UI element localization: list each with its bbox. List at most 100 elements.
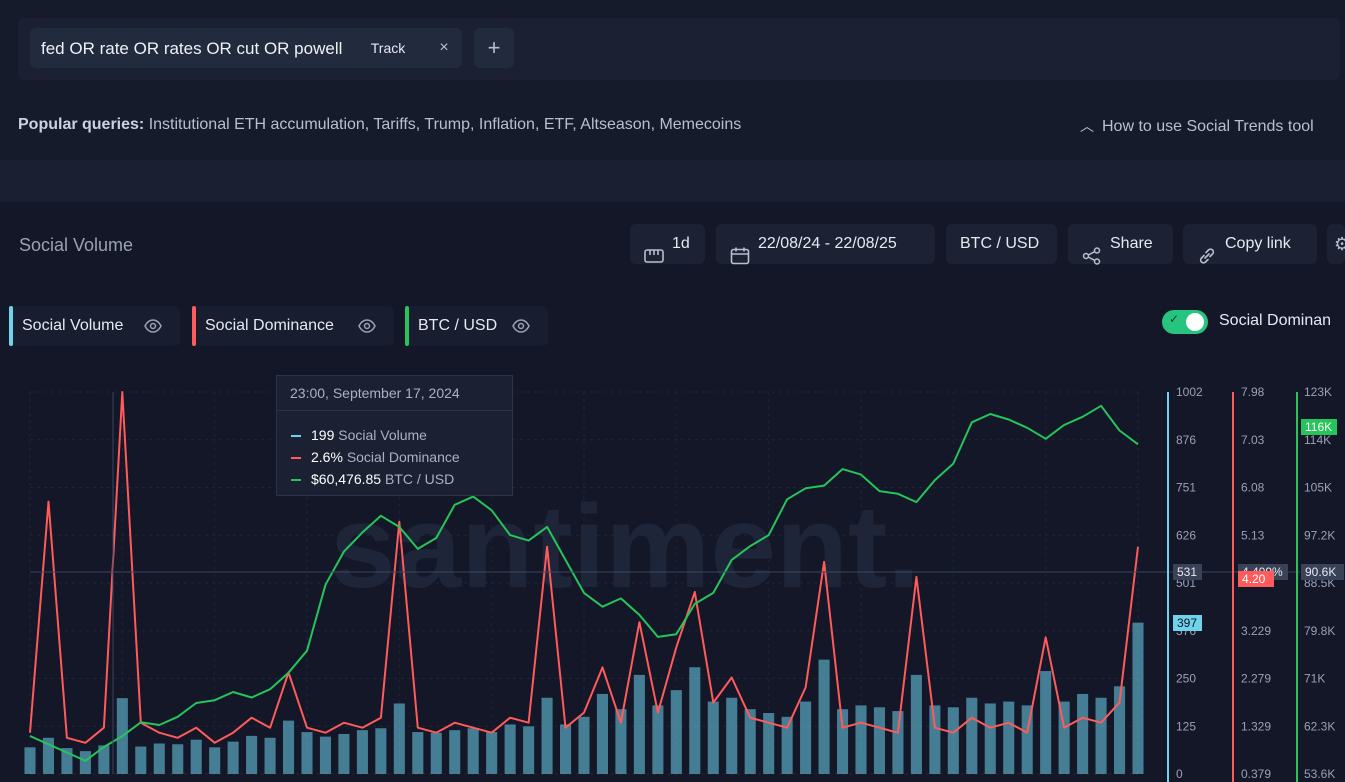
- tooltip-value: $60,476.85: [311, 471, 382, 487]
- social-volume-bar[interactable]: [966, 697, 978, 774]
- social-volume-bar[interactable]: [246, 735, 258, 774]
- social-volume-bar[interactable]: [1021, 705, 1033, 774]
- social-volume-bar[interactable]: [818, 659, 830, 774]
- social-volume-bar[interactable]: [596, 693, 609, 774]
- social-volume-bar[interactable]: [98, 745, 110, 774]
- social-volume-bar[interactable]: [984, 703, 996, 774]
- social-volume-bar[interactable]: [781, 716, 793, 774]
- eye-icon[interactable]: [144, 317, 162, 335]
- toggle-knob: [1186, 313, 1204, 331]
- eye-icon[interactable]: [512, 317, 530, 335]
- social-volume-bar[interactable]: [338, 733, 350, 774]
- legend-item-social-dominance[interactable]: Social Dominance: [192, 306, 394, 346]
- social-volume-bar[interactable]: [855, 705, 867, 774]
- social-volume-bar[interactable]: [449, 730, 461, 774]
- social-volume-bar[interactable]: [707, 701, 719, 774]
- track-button[interactable]: Track: [370, 40, 406, 56]
- social-volume-bar[interactable]: [1058, 701, 1070, 774]
- axis-tick-label: 53.6K: [1304, 767, 1335, 781]
- social-volume-bar[interactable]: [24, 747, 36, 774]
- social-volume-bar[interactable]: [209, 747, 221, 774]
- social-volume-bar[interactable]: [412, 732, 424, 774]
- social-volume-bar[interactable]: [172, 744, 184, 774]
- social-volume-bar[interactable]: [1095, 697, 1107, 774]
- social-volume-bar[interactable]: [467, 728, 479, 774]
- social-volume-bar[interactable]: [504, 724, 516, 774]
- legend-item-social-volume[interactable]: Social Volume: [9, 306, 180, 346]
- social-volume-bar[interactable]: [153, 743, 165, 774]
- social-volume-bar[interactable]: [744, 709, 756, 774]
- social-volume-bar[interactable]: [42, 737, 55, 774]
- share-icon: [1082, 236, 1102, 265]
- social-volume-bar[interactable]: [652, 705, 664, 774]
- query-text[interactable]: fed OR rate OR rates OR cut OR powell: [41, 39, 343, 58]
- legend-item-btc-usd[interactable]: BTC / USD: [405, 306, 548, 346]
- social-volume-bar[interactable]: [1077, 693, 1089, 774]
- interval-button[interactable]: 1d: [630, 224, 705, 264]
- chart-canvas[interactable]: santiment.100287675162650137625012505317…: [0, 372, 1345, 782]
- close-icon[interactable]: ×: [439, 39, 449, 56]
- social-volume-bar[interactable]: [79, 751, 91, 774]
- social-volume-bar[interactable]: [1003, 701, 1015, 774]
- how-to-link[interactable]: ︿ How to use Social Trends tool: [1080, 116, 1314, 136]
- social-volume-bar[interactable]: [1132, 622, 1144, 774]
- social-volume-bar[interactable]: [873, 707, 886, 774]
- social-volume-bar[interactable]: [356, 730, 368, 774]
- social-volume-bar[interactable]: [726, 697, 738, 774]
- social-volume-bar[interactable]: [486, 732, 498, 774]
- social-volume-bar[interactable]: [559, 724, 572, 774]
- tooltip-value: 2.6%: [311, 449, 343, 465]
- social-volume-bar[interactable]: [892, 711, 904, 774]
- axis-tick-label: 3.229: [1241, 624, 1271, 638]
- social-volume-bar[interactable]: [190, 739, 202, 774]
- pair-button[interactable]: BTC / USD: [946, 224, 1057, 264]
- social-volume-bar[interactable]: [689, 667, 701, 774]
- add-query-button[interactable]: +: [474, 28, 514, 68]
- legend-color-bar: [192, 306, 196, 346]
- social-volume-bar[interactable]: [375, 728, 387, 774]
- btc-usd-line[interactable]: [29, 404, 1139, 762]
- tooltip-dash: [291, 479, 301, 482]
- social-volume-bar[interactable]: [1113, 686, 1126, 774]
- social-volume-bar[interactable]: [541, 697, 553, 774]
- social-volume-bar[interactable]: [615, 709, 627, 774]
- crosshair-axis-badge: [1173, 564, 1202, 580]
- toggle-switch[interactable]: ✓: [1162, 310, 1208, 334]
- social-volume-bar[interactable]: [135, 746, 147, 774]
- social-volume-bar[interactable]: [670, 690, 682, 774]
- axis-tick-label: 626: [1176, 528, 1196, 542]
- social-volume-bar[interactable]: [227, 741, 239, 774]
- social-volume-bar[interactable]: [393, 703, 405, 774]
- axis-tick-label: 62.3K: [1304, 719, 1335, 733]
- eye-icon[interactable]: [358, 317, 376, 335]
- chart-panel: Social Volume 1d 22/08/24 - 22/08/25 BTC…: [0, 202, 1345, 782]
- social-volume-bar[interactable]: [836, 709, 849, 774]
- social-volume-bar[interactable]: [947, 707, 959, 774]
- social-volume-bar[interactable]: [523, 726, 535, 774]
- social-volume-bar[interactable]: [61, 748, 73, 774]
- social-volume-bar[interactable]: [319, 736, 332, 774]
- date-range-button[interactable]: 22/08/24 - 22/08/25: [716, 224, 935, 264]
- query-chip[interactable]: fed OR rate OR rates OR cut OR powell Tr…: [30, 28, 462, 68]
- social-dominance-line[interactable]: [29, 391, 1139, 744]
- social-volume-bar[interactable]: [800, 701, 812, 774]
- tooltip-value: 199: [311, 427, 335, 443]
- social-volume-bar[interactable]: [633, 674, 645, 774]
- social-volume-bar[interactable]: [1040, 671, 1052, 774]
- social-volume-bar[interactable]: [763, 713, 775, 774]
- social-volume-bar[interactable]: [578, 716, 590, 774]
- social-volume-bar[interactable]: [264, 737, 276, 774]
- social-volume-bar[interactable]: [910, 674, 922, 774]
- settings-button[interactable]: ⚙: [1327, 224, 1345, 264]
- social-volume-bar[interactable]: [430, 732, 442, 774]
- axis-tick-label: 114K: [1304, 433, 1331, 447]
- chart-tooltip: 23:00, September 17, 2024 199 Social Vol…: [276, 375, 513, 496]
- social-volume-bar[interactable]: [282, 720, 295, 774]
- share-button[interactable]: Share: [1068, 224, 1173, 265]
- social-volume-bar[interactable]: [929, 705, 941, 774]
- popular-queries-list[interactable]: Institutional ETH accumulation, Tariffs,…: [148, 116, 742, 133]
- interval-label: 1d: [672, 235, 690, 252]
- copy-link-button[interactable]: Copy link: [1183, 224, 1317, 264]
- social-volume-bar[interactable]: [301, 732, 313, 774]
- tooltip-row-dominance: 2.6% Social Dominance: [291, 449, 460, 465]
